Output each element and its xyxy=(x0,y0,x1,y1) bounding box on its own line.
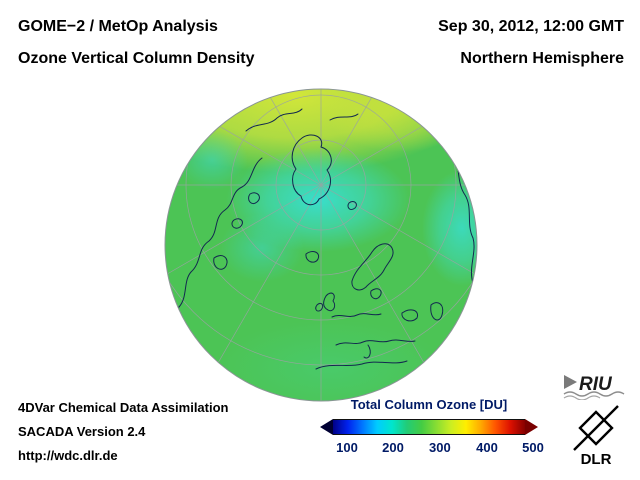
page-subtitle: Ozone Vertical Column Density xyxy=(18,50,255,67)
coastline-path xyxy=(335,339,416,346)
dlr-diamond-icon xyxy=(578,410,614,446)
colorbar-underflow-arrow xyxy=(320,419,333,435)
region-label: Northern Hemisphere xyxy=(460,50,624,67)
footer-url: http://wdc.dlr.de xyxy=(18,448,118,463)
colorbar-tick: 500 xyxy=(522,440,544,455)
coastline-path xyxy=(248,192,260,205)
coastline-path xyxy=(401,309,419,322)
riu-logo-graphic: RIU xyxy=(563,374,625,401)
coastline-path xyxy=(171,157,263,327)
coastline-path xyxy=(329,113,359,121)
colorbar-tick: 200 xyxy=(382,440,404,455)
riu-logo: RIU xyxy=(562,370,628,405)
colorbar-title: Total Column Ozone [DU] xyxy=(350,397,508,412)
low-ozone-patch-northwest xyxy=(176,130,248,190)
coastline-path xyxy=(245,108,303,132)
colorbar-tick: 100 xyxy=(336,440,358,455)
page-title: GOME−2 / MetOp Analysis xyxy=(18,18,218,35)
dlr-logo-text: DLR xyxy=(581,451,612,468)
coastline-path xyxy=(231,218,243,229)
colorbar-tick: 400 xyxy=(476,440,498,455)
riu-triangle-icon xyxy=(564,375,577,389)
colorbar: Total Column Ozone [DU] 100 200 300 400 … xyxy=(320,397,544,456)
coastline-path xyxy=(323,292,336,312)
coastline-path xyxy=(315,360,408,370)
coastline-path xyxy=(430,302,444,321)
globe-rim xyxy=(164,88,478,402)
coastline-path xyxy=(347,201,357,210)
coastline-path xyxy=(305,251,320,263)
dlr-swoosh-icon xyxy=(573,405,619,451)
coastline-path xyxy=(291,134,332,206)
coastlines xyxy=(171,108,475,370)
coastline-path xyxy=(315,302,324,312)
low-ozone-patch-west xyxy=(220,214,304,282)
timestamp-label: Sep 30, 2012, 12:00 GMT xyxy=(438,18,624,35)
globe-field xyxy=(165,89,477,401)
coastline-path xyxy=(451,150,475,284)
coastline-path xyxy=(351,243,394,291)
coastline-path xyxy=(363,344,371,359)
footer-version: SACADA Version 2.4 xyxy=(18,424,146,439)
low-ozone-patch-east xyxy=(422,170,477,286)
colorbar-ticks: 100 200 300 400 500 xyxy=(320,440,544,456)
colorbar-bar xyxy=(320,419,538,435)
graticule xyxy=(165,89,477,401)
coastline-path xyxy=(331,313,382,318)
coastline-path xyxy=(213,255,228,270)
coastline-path xyxy=(370,288,382,300)
dlr-logo: DLR xyxy=(566,404,626,473)
colorbar-gradient xyxy=(333,419,525,435)
footer-assimilation: 4DVar Chemical Data Assimilation xyxy=(18,400,229,415)
header-left: GOME−2 / MetOp Analysis Ozone Vertical C… xyxy=(18,11,255,75)
riu-logo-text: RIU xyxy=(579,374,613,395)
colorbar-overflow-arrow xyxy=(525,419,538,435)
colorbar-tick: 300 xyxy=(429,440,451,455)
footer-credits: 4DVar Chemical Data Assimilation SACADA … xyxy=(18,396,229,468)
header-right: Sep 30, 2012, 12:00 GMT Northern Hemisph… xyxy=(438,11,624,75)
dlr-logo-graphic: DLR xyxy=(573,405,619,468)
riu-wave-icon xyxy=(563,391,625,397)
